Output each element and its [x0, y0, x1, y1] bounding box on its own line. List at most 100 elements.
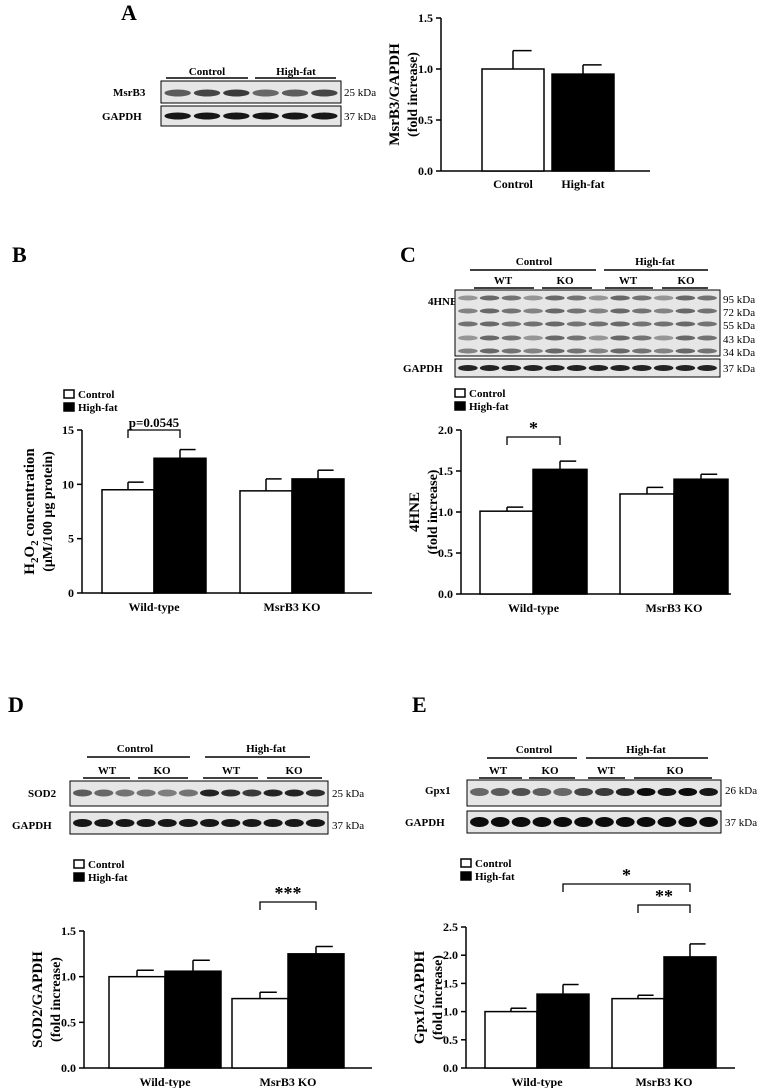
blot-band: [501, 348, 522, 354]
y-tick-label: 1.0: [418, 62, 433, 76]
y-axis-label-rest: concentration: [22, 448, 38, 541]
blot-band: [675, 348, 696, 354]
blot-e-group-highfat: High-fat: [626, 744, 666, 756]
blot-band: [470, 788, 489, 796]
blot-band: [610, 295, 630, 301]
y-tick-label: 0.5: [61, 1015, 76, 1029]
blot-e-sub-wt1: WT: [489, 765, 508, 777]
blot-band: [221, 789, 241, 797]
blot-d-row-gapdh: GAPDH: [12, 820, 52, 832]
blot-band: [311, 112, 338, 120]
blot-band: [458, 295, 478, 301]
blot-a-group-control: Control: [189, 66, 225, 78]
blot-band: [305, 819, 325, 827]
blot-band: [479, 335, 500, 341]
chart-c: 0.0 0.5 1.0 1.5 2.0 4HNE (fold increase) Wild-t…: [407, 418, 731, 615]
y-tick-label: 1.5: [438, 464, 453, 478]
blot-band: [615, 817, 635, 827]
bar-control: [101, 489, 155, 594]
blot-c-size-95: 95 kDa: [723, 294, 755, 306]
blot-band: [73, 789, 93, 797]
blot-band: [588, 308, 609, 314]
blot-c-size-43: 43 kDa: [723, 334, 755, 346]
significance-bracket: [562, 883, 691, 892]
y-tick-label: 0.0: [443, 1061, 458, 1075]
legend-b-highfat-label: High-fat: [78, 402, 118, 414]
chart-a: 0.0 0.5 1.0 1.5 MsrB3/GAPDH (fold increase) Co…: [387, 11, 650, 191]
blot-d-bands: [73, 789, 325, 827]
blot-band: [263, 819, 283, 827]
blot-c-4hne-membrane: [454, 289, 721, 357]
blot-band: [588, 321, 609, 327]
blot-band: [697, 335, 717, 341]
blot-band: [501, 321, 522, 327]
y-tick-label: 2.0: [438, 423, 453, 437]
blot-e-sub-ko1: KO: [541, 765, 559, 777]
blot-band: [223, 89, 250, 97]
blot-band: [523, 308, 543, 314]
blot-band: [566, 348, 587, 354]
blot-band: [697, 365, 717, 371]
blot-band: [657, 788, 677, 796]
blot-band: [311, 89, 338, 97]
blot-band: [699, 817, 718, 827]
blot-a-msrb3-membrane: [160, 80, 342, 104]
legend-b-control-swatch: [63, 389, 75, 399]
blot-c-size-55: 55 kDa: [723, 320, 755, 332]
blot-band: [697, 308, 717, 314]
blot-band: [281, 112, 309, 120]
blot-a: Control High-fat MsrB3 GAPDH 25 kDa 37 k…: [102, 66, 376, 127]
legend-b-control-label: Control: [78, 389, 114, 401]
blot-band: [653, 335, 674, 341]
x-tick-label: MsrB3 KO: [636, 1075, 693, 1088]
blot-band: [94, 789, 114, 797]
blot-band: [675, 321, 696, 327]
blot-band: [553, 788, 573, 796]
y-tick-label: 1.5: [61, 924, 76, 938]
blot-c-sub-ko2: KO: [677, 275, 695, 287]
blot-band: [545, 348, 565, 354]
blot-band: [653, 365, 674, 371]
blot-c-size-37: 37 kDa: [723, 363, 755, 375]
blot-band: [252, 112, 279, 120]
blot-band: [223, 112, 250, 120]
blot-band: [501, 295, 522, 301]
blot-band: [545, 308, 565, 314]
blot-e-gpx1-membrane: [466, 779, 722, 807]
blot-c-gapdh-membrane: [454, 358, 721, 378]
blot-band: [157, 819, 177, 827]
legend-b-highfat-swatch: [63, 402, 75, 412]
blot-band: [553, 817, 573, 827]
y-axis-label: H2O2 concentration: [22, 448, 41, 575]
blot-c-row-4hne: 4HNE: [428, 296, 457, 308]
bar-control: [484, 1010, 538, 1069]
y-tick-label: 15: [62, 423, 74, 437]
legend-d-control-swatch: [73, 859, 85, 869]
blot-band: [632, 308, 652, 314]
blot-d-sub-wt2: WT: [222, 765, 241, 777]
x-tick-label: Control: [493, 177, 533, 191]
blot-band: [566, 335, 587, 341]
blot-band: [501, 365, 522, 371]
legend-d: Control High-fat: [73, 859, 128, 884]
blot-band: [545, 365, 565, 371]
blot-band: [242, 819, 262, 827]
blot-band: [284, 819, 304, 827]
blot-band: [178, 819, 198, 827]
y-tick-label: 0.0: [61, 1061, 76, 1075]
blot-band: [588, 348, 609, 354]
blot-band: [675, 308, 696, 314]
blot-d-row-sod2: SOD2: [28, 788, 57, 800]
blot-band: [479, 348, 500, 354]
blot-band: [653, 321, 674, 327]
blot-band: [574, 817, 593, 827]
blot-band: [657, 817, 677, 827]
blot-band: [284, 789, 304, 797]
blot-c-sub-wt2: WT: [619, 275, 638, 287]
blot-band: [242, 789, 262, 797]
blot-band: [164, 112, 191, 120]
blot-d-gapdh-membrane: [69, 811, 329, 835]
panel-label-a: A: [121, 0, 137, 25]
blot-band: [479, 365, 500, 371]
blot-band: [610, 335, 630, 341]
